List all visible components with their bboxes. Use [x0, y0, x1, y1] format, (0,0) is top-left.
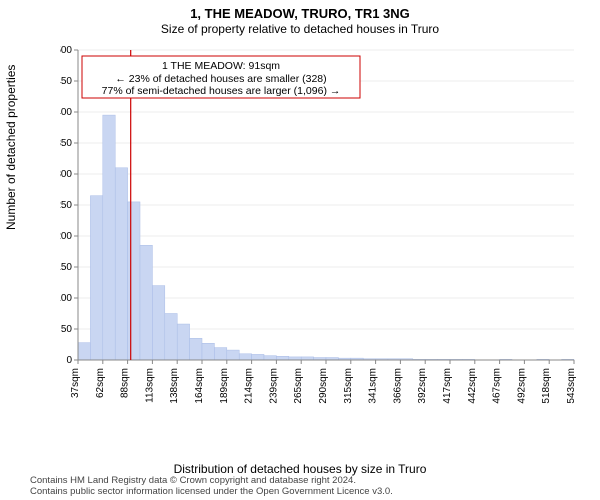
svg-text:1 THE MEADOW: 91sqm: 1 THE MEADOW: 91sqm: [162, 60, 280, 72]
svg-text:239sqm: 239sqm: [268, 368, 279, 404]
svg-text:315sqm: 315sqm: [343, 368, 354, 404]
y-axis-label: Number of detached properties: [4, 65, 18, 230]
svg-text:113sqm: 113sqm: [144, 368, 155, 403]
svg-text:350: 350: [60, 138, 72, 149]
svg-text:450: 450: [60, 76, 72, 87]
svg-text:290sqm: 290sqm: [318, 368, 329, 404]
svg-text:214sqm: 214sqm: [244, 368, 255, 404]
svg-text:442sqm: 442sqm: [467, 368, 478, 404]
svg-text:37sqm: 37sqm: [70, 368, 81, 398]
svg-text:138sqm: 138sqm: [169, 368, 180, 404]
svg-text:467sqm: 467sqm: [492, 368, 503, 404]
histogram-chart: 0 50 100 150 200 250 300 350 400 450 500 37sqm 62sqm…: [60, 44, 580, 414]
svg-text:150: 150: [60, 262, 72, 273]
footnote-line2: Contains public sector information licen…: [30, 486, 393, 497]
svg-text:341sqm: 341sqm: [368, 368, 379, 404]
svg-text:500: 500: [60, 45, 72, 56]
svg-text:366sqm: 366sqm: [392, 368, 403, 404]
x-axis-label: Distribution of detached houses by size …: [0, 462, 600, 476]
svg-text:200: 200: [60, 231, 72, 242]
page-title: 1, THE MEADOW, TRURO, TR1 3NG: [0, 0, 600, 21]
svg-text:400: 400: [60, 107, 72, 118]
footnote-line1: Contains HM Land Registry data © Crown c…: [30, 475, 356, 486]
svg-text:492sqm: 492sqm: [516, 368, 527, 404]
svg-text:164sqm: 164sqm: [194, 368, 205, 404]
svg-text:189sqm: 189sqm: [219, 368, 230, 404]
svg-text:77% of semi-detached houses ar: 77% of semi-detached houses are larger (…: [102, 85, 341, 97]
chart-container: 0 50 100 150 200 250 300 350 400 450 500 37sqm 62sqm…: [60, 44, 580, 414]
svg-text:417sqm: 417sqm: [442, 368, 453, 404]
footnote: Contains HM Land Registry data © Crown c…: [30, 476, 590, 498]
svg-text:300: 300: [60, 169, 72, 180]
svg-text:← 23% of detached houses are s: ← 23% of detached houses are smaller (32…: [115, 73, 326, 85]
svg-text:62sqm: 62sqm: [95, 368, 106, 398]
svg-text:543sqm: 543sqm: [566, 368, 577, 404]
svg-text:50: 50: [61, 324, 73, 335]
svg-text:0: 0: [66, 355, 72, 366]
svg-text:518sqm: 518sqm: [541, 368, 552, 404]
svg-text:100: 100: [60, 293, 72, 304]
svg-text:265sqm: 265sqm: [293, 368, 304, 404]
page-subtitle: Size of property relative to detached ho…: [0, 21, 600, 36]
svg-text:392sqm: 392sqm: [417, 368, 428, 404]
svg-text:250: 250: [60, 200, 72, 211]
svg-text:88sqm: 88sqm: [120, 368, 131, 398]
